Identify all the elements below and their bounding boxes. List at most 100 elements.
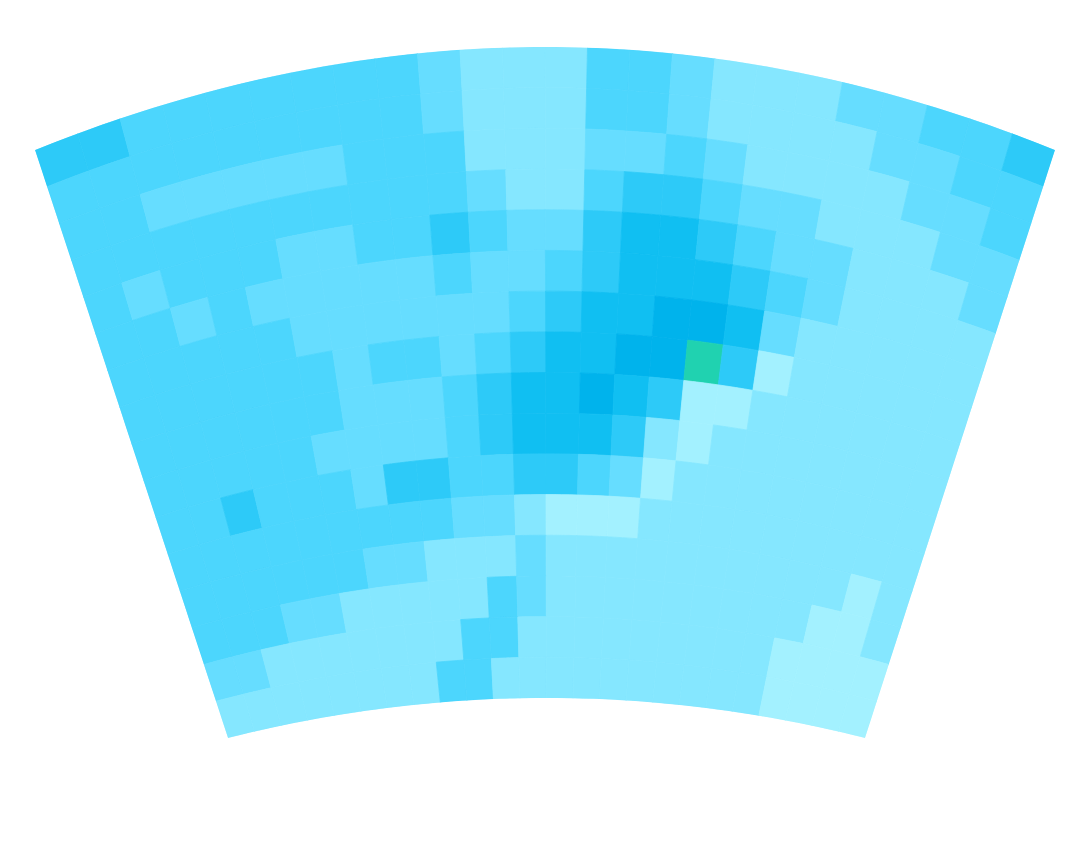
contour-cell: [508, 250, 546, 291]
contour-cell: [383, 461, 420, 505]
contour-cell: [653, 662, 684, 705]
contour-cell: [400, 296, 440, 340]
contour-cell: [613, 374, 649, 417]
contour-cell: [302, 145, 348, 192]
contour-cell: [481, 454, 515, 496]
contour-cell: [445, 415, 481, 458]
contour-cell: [838, 694, 876, 738]
contour-cell: [436, 293, 475, 336]
contour-cell: [545, 128, 586, 169]
contour-cell: [546, 373, 581, 414]
contour-cell: [428, 579, 461, 622]
contour-cell: [646, 377, 683, 421]
contour-cell: [577, 495, 609, 537]
contour-cell: [628, 50, 672, 94]
contour-cell: [632, 579, 664, 622]
contour-cell: [363, 545, 399, 589]
contour-cell: [516, 535, 547, 576]
contour-cell: [308, 185, 353, 232]
contour-cell: [296, 105, 343, 152]
contour-cell: [622, 172, 663, 216]
contour-cell: [546, 576, 576, 617]
contour-cell: [546, 291, 583, 332]
contour-cell: [420, 498, 455, 541]
contour-cell: [580, 332, 616, 374]
contour-cell: [578, 414, 612, 456]
contour-cell: [583, 210, 622, 252]
contour-cell: [339, 385, 379, 430]
contour-cell: [519, 657, 547, 698]
contour-cell: [468, 210, 508, 252]
contour-cell: [680, 380, 718, 424]
contour-cell: [601, 618, 631, 660]
contour-cell: [703, 139, 747, 185]
plot-area: [35, 47, 1055, 738]
contour-cell: [485, 536, 517, 578]
contour-cell: [504, 88, 546, 129]
contour-cell: [545, 88, 587, 129]
contour-cell: [314, 225, 358, 271]
contour-cell: [709, 425, 747, 470]
contour-cell: [475, 332, 512, 374]
contour-cell: [518, 617, 547, 658]
contour-cell: [512, 413, 546, 454]
contour-cell: [318, 470, 357, 515]
contour-cell: [320, 265, 363, 311]
contour-cell: [692, 260, 733, 305]
contour-cell: [545, 250, 583, 291]
contour-cell: [477, 373, 513, 415]
contour-cell: [509, 291, 546, 332]
contour-cell: [451, 496, 485, 539]
contour-cell: [713, 385, 752, 430]
contour-cell: [325, 509, 363, 554]
contour-cell: [723, 305, 764, 351]
contour-cell: [462, 88, 505, 131]
contour-cell: [655, 256, 695, 300]
contour-cell: [369, 585, 404, 629]
contour-cell: [664, 541, 698, 584]
contour-cell: [707, 99, 752, 145]
contour-cell: [574, 617, 603, 659]
contour-cell: [605, 537, 637, 579]
contour-cell: [464, 129, 506, 172]
contour-cell: [489, 617, 519, 659]
contour-cell: [617, 293, 655, 336]
contour-cell: [433, 253, 473, 296]
contour-cell: [517, 576, 547, 617]
contour-cell: [704, 465, 741, 510]
contour-cell: [461, 618, 492, 660]
contour-cell: [586, 88, 628, 131]
contour-cell: [351, 465, 389, 510]
contour-cell: [652, 296, 691, 340]
contour-cell: [333, 345, 374, 390]
contour-cell: [629, 620, 660, 663]
contour-cell: [503, 47, 546, 88]
contour-cell: [711, 58, 757, 104]
contour-cell: [353, 219, 396, 264]
contour-cell: [587, 48, 630, 91]
contour-cell: [424, 539, 458, 582]
contour-cell: [753, 65, 800, 113]
contour-cell: [458, 577, 490, 619]
contour-cell: [546, 495, 578, 536]
contour-cell: [311, 430, 351, 475]
contour-cell: [660, 582, 693, 625]
contour-cell: [357, 505, 394, 549]
contour-cell: [668, 501, 703, 545]
contour-cell: [464, 659, 494, 701]
contour-cell: [624, 131, 666, 175]
contour-cell: [290, 65, 338, 113]
contour-cell: [381, 665, 414, 708]
contour-cell: [699, 179, 742, 225]
contour-cell: [607, 496, 640, 539]
contour-cell: [578, 454, 611, 496]
contour-cell: [379, 94, 424, 139]
contour-cell: [649, 337, 687, 381]
contour-cell: [333, 58, 380, 104]
contour-cell: [575, 576, 605, 618]
contour-cell: [733, 225, 776, 271]
contour-cell: [635, 539, 668, 582]
contour-cell: [507, 210, 546, 251]
contour-cell: [408, 377, 446, 421]
contour-cell: [470, 251, 509, 293]
